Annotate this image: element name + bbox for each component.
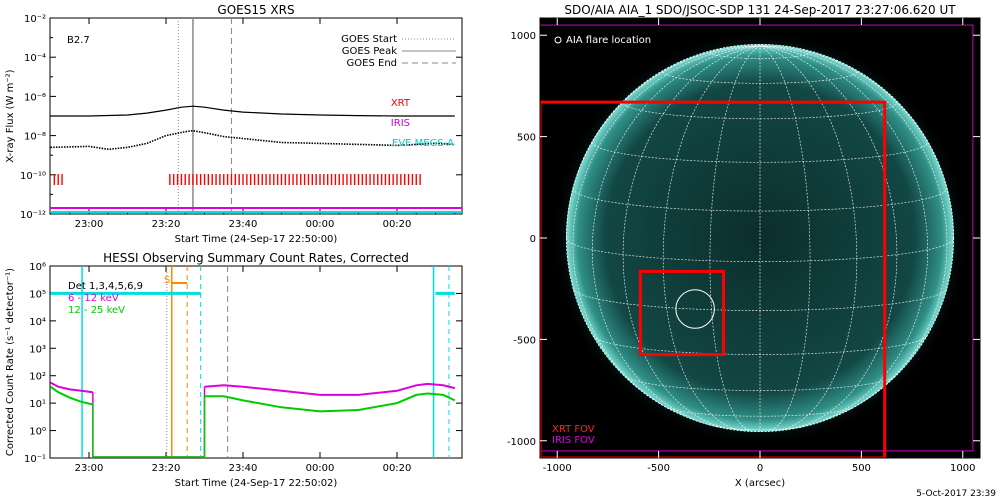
aia-grid-longitude bbox=[662, 45, 761, 432]
hessi-y-axis: 10⁻¹ 10⁰ 10¹ 10² 10³ 10⁴ 10⁵ 10⁶ bbox=[24, 262, 462, 465]
hessi-x-tick-label: 00:20 bbox=[383, 463, 412, 474]
hessi-legend-det: Det 1,3,4,5,6,9 bbox=[68, 281, 143, 292]
goes-series bbox=[50, 105, 455, 151]
aia-grid-longitude bbox=[759, 45, 811, 432]
aia-grid-longitude bbox=[709, 45, 761, 432]
aia-legend-symbol bbox=[554, 36, 562, 44]
aia-y-tick-label: 1000 bbox=[511, 31, 536, 42]
aia-grid-longitude bbox=[572, 45, 761, 413]
aia-footer-timestamp: 5-Oct-2017 23:39 bbox=[916, 489, 996, 499]
aia-x-axis: -1000 -500 0 500 1000 bbox=[543, 18, 975, 474]
aia-grid-longitude bbox=[622, 45, 761, 430]
hessi-series bbox=[50, 291, 456, 458]
goes-legend-end: GOES End bbox=[347, 58, 397, 69]
hessi-x-tick-label: 23:00 bbox=[75, 463, 104, 474]
hessi-y-tick-label: 10² bbox=[29, 372, 46, 383]
aia-iris-fov-label: IRIS FOV bbox=[552, 435, 595, 446]
aia-limb bbox=[565, 43, 955, 433]
goes-legend-peak: GOES Peak bbox=[342, 46, 397, 57]
goes-series-short bbox=[50, 129, 455, 151]
hessi-x-tick-label: 00:00 bbox=[306, 463, 335, 474]
hessi-y-tick-label: 10³ bbox=[29, 344, 46, 355]
aia-legend-label: AIA flare location bbox=[566, 35, 651, 46]
aia-xrt-fov bbox=[540, 100, 887, 458]
goes-label-xrt: XRT bbox=[391, 98, 411, 109]
aia-x-tick-label: -1000 bbox=[543, 463, 572, 474]
hessi-y-label: Corrected Count Rate (s⁻¹ detector⁻¹) bbox=[5, 268, 16, 456]
hessi-y-tick-label: 10⁻¹ bbox=[24, 454, 46, 465]
goes-x-tick-label: 23:20 bbox=[152, 219, 181, 230]
hessi-legend-low: 6 - 12 keV bbox=[68, 293, 119, 304]
aia-grid-longitude bbox=[591, 45, 761, 428]
goes-x-tick-label: 23:00 bbox=[75, 219, 104, 230]
hessi-series-6-12-keV bbox=[204, 382, 456, 396]
aia-grid-latitude bbox=[666, 407, 854, 417]
goes-y-tick-label: 10⁻¹⁰ bbox=[20, 171, 46, 182]
goes-x-label: Start Time (24-Sep-17 22:50:00) bbox=[175, 234, 338, 245]
goes-xrt-coverage bbox=[53, 174, 421, 185]
aia-grid-longitude bbox=[759, 45, 858, 432]
aia-heliographic-grid bbox=[565, 43, 955, 433]
hessi-vertical-markers bbox=[81, 266, 450, 458]
goes-y-tick-label: 10⁻¹² bbox=[20, 210, 46, 221]
goes-title: GOES15 XRS bbox=[217, 3, 294, 17]
hessi-panel: HESSI Observing Summary Count Rates, Cor… bbox=[5, 251, 463, 489]
aia-x-tick-label: -500 bbox=[647, 463, 670, 474]
hessi-x-tick-label: 23:20 bbox=[152, 463, 181, 474]
goes-panel: GOES15 XRS 10⁻¹² 10⁻¹⁰ 10⁻⁸ 10⁻⁶ 10⁻⁴ 10⁻² 23… bbox=[5, 3, 463, 245]
aia-grid-longitude bbox=[759, 45, 929, 428]
aia-panel: SDO/AIA AIA_1 SDO/JSOC-SDP 131 24-Sep-20… bbox=[507, 3, 996, 499]
goes-series-long bbox=[50, 105, 455, 117]
aia-grid-latitude bbox=[622, 102, 898, 120]
aia-y-tick-label: 500 bbox=[517, 133, 536, 144]
aia-y-tick-label: -1000 bbox=[507, 437, 536, 448]
hessi-y-tick-label: 10¹ bbox=[29, 399, 46, 410]
goes-y-tick-label: 10⁻⁶ bbox=[24, 92, 46, 103]
hessi-series-12-25-keV bbox=[204, 392, 456, 413]
aia-y-axis: -1000 -500 0 500 1000 bbox=[507, 31, 980, 448]
aia-y-tick-label: -500 bbox=[513, 335, 536, 346]
goes-x-tick-label: 00:20 bbox=[383, 219, 412, 230]
aia-grid-longitude bbox=[759, 45, 948, 413]
aia-flare-marker bbox=[675, 289, 715, 329]
goes-legend: GOES Start GOES Peak GOES End bbox=[341, 34, 456, 69]
goes-x-tick-label: 00:00 bbox=[306, 219, 335, 230]
hessi-series-12-25-keV bbox=[50, 385, 94, 406]
aia-grid-latitude bbox=[624, 376, 896, 391]
aia-x-tick-label: 1000 bbox=[950, 463, 975, 474]
aia-x-label: X (arcsec) bbox=[735, 478, 785, 489]
aia-grid-latitude bbox=[709, 52, 811, 59]
goes-y-tick-label: 10⁻² bbox=[24, 14, 46, 25]
hessi-y-tick-label: 10⁴ bbox=[29, 317, 46, 328]
aia-iris-fov bbox=[540, 24, 974, 452]
aia-y-tick-label: 0 bbox=[530, 234, 536, 245]
hessi-saa-label: S bbox=[164, 275, 170, 286]
aia-title: SDO/AIA AIA_1 SDO/JSOC-SDP 131 24-Sep-20… bbox=[564, 3, 956, 17]
hessi-series-6-12-keV bbox=[50, 381, 93, 394]
goes-x-tick-label: 23:40 bbox=[229, 219, 258, 230]
goes-label-eve: EVE MEGS-A bbox=[392, 138, 454, 149]
hessi-legend-high: 12 - 25 keV bbox=[68, 305, 125, 316]
goes-legend-start: GOES Start bbox=[341, 34, 397, 45]
goes-y-tick-label: 10⁻⁴ bbox=[24, 53, 46, 64]
goes-class-label: B2.7 bbox=[67, 35, 90, 46]
hessi-plot-frame bbox=[49, 265, 463, 459]
goes-label-iris: IRIS bbox=[391, 118, 410, 129]
hessi-y-tick-label: 10⁰ bbox=[29, 427, 46, 438]
aia-x-tick-label: 0 bbox=[757, 463, 763, 474]
goes-y-tick-label: 10⁻⁸ bbox=[24, 132, 46, 143]
hessi-x-tick-label: 23:40 bbox=[229, 463, 258, 474]
aia-xrt-fov-label: XRT FOV bbox=[552, 424, 595, 435]
hessi-x-axis: 23:00 23:20 23:40 00:00 00:20 bbox=[75, 266, 412, 474]
aia-inner-box bbox=[638, 269, 726, 357]
hessi-title: HESSI Observing Summary Count Rates, Cor… bbox=[103, 251, 409, 265]
aia-x-tick-label: 500 bbox=[852, 463, 871, 474]
aia-grid-longitude bbox=[759, 45, 898, 430]
hessi-y-tick-label: 10⁵ bbox=[29, 289, 46, 300]
hessi-y-tick-label: 10⁶ bbox=[29, 262, 46, 273]
goes-y-label: X-ray Flux (W m⁻²) bbox=[5, 69, 16, 162]
hessi-x-label: Start Time (24-Sep-17 22:50:02) bbox=[175, 478, 338, 489]
